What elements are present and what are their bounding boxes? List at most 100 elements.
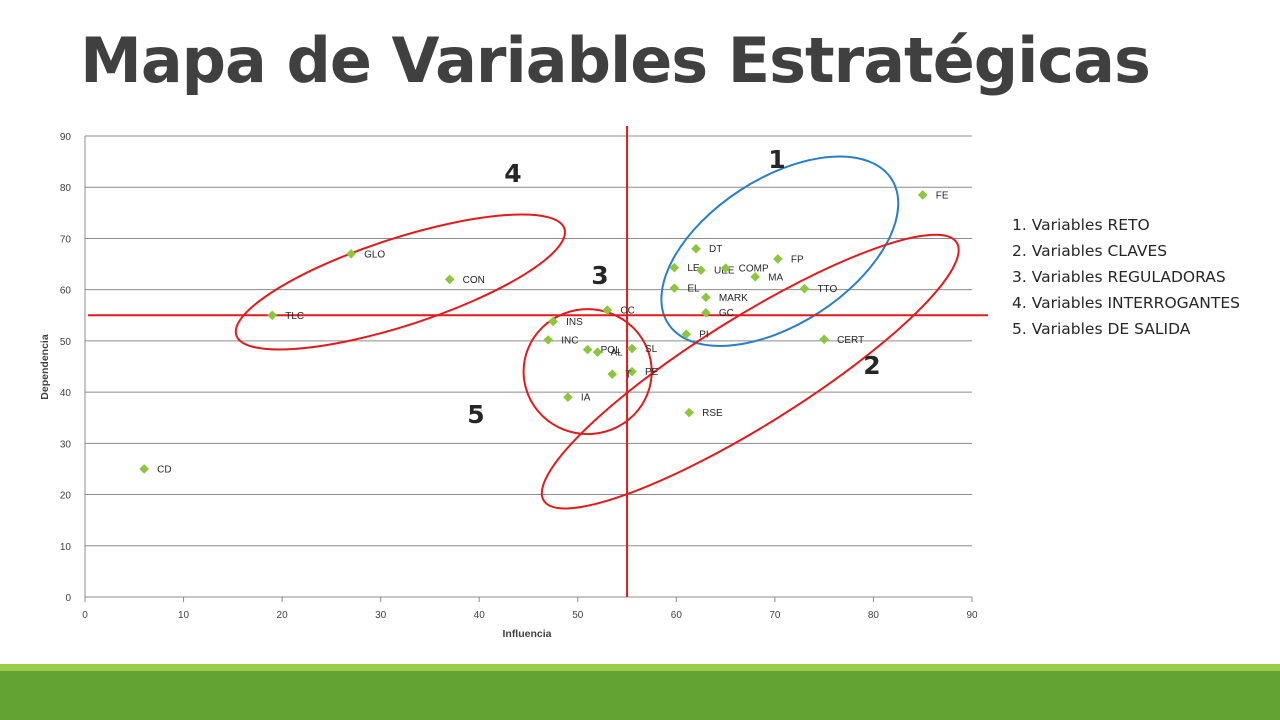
x-axis-label: Influencia [502,628,551,640]
data-point-el [669,283,680,293]
x-tick-label: 10 [178,610,190,621]
data-label-glo: GLO [364,249,385,260]
data-label-fp: FP [791,254,804,265]
y-tick-label: 60 [60,286,72,297]
data-point-ma [750,272,760,282]
reference-lines [88,126,988,597]
data-point-comp [720,263,731,273]
group-ellipse-5 [522,308,653,436]
data-point-fe [917,190,928,200]
legend-item-reto: 1. Variables RETO [1012,216,1150,234]
data-label-le: LE [687,263,700,274]
data-point-tto [799,283,810,294]
data-label-t: T [625,370,631,381]
data-point-fp [773,254,783,264]
group-label-3: 3 [591,261,608,290]
data-point-cc [602,305,613,315]
y-tick-label: 40 [60,388,72,399]
data-point-con [444,274,455,285]
data-point-le [669,262,680,273]
quadrant-legend: 1. Variables RETO 2. Variables CLAVES 3.… [1012,212,1240,342]
data-label-pe: PE [645,367,659,378]
data-point-ins [548,316,558,327]
y-tick-label: 50 [60,337,72,348]
data-label-ins: INS [566,317,583,328]
group-ellipse-2 [540,233,960,510]
data-point-dt [691,243,701,254]
y-tick-label: 30 [60,439,72,450]
data-label-mark: MARK [719,293,748,304]
data-point-glo [346,249,356,259]
y-tick-label: 90 [60,132,72,143]
x-tick-label: 20 [277,610,289,621]
legend-item-salida: 5. Variables DE SALIDA [1012,320,1191,338]
data-label-cert: CERT [837,335,864,346]
data-label-cd: CD [157,464,171,475]
data-point-pol [582,344,593,355]
group-ellipses [234,155,960,510]
y-tick-label: 20 [60,491,72,502]
page-title: Mapa de Variables Estratégicas [80,24,1151,97]
chart-axes: Influencia Dependencia [39,334,552,640]
footer-accent-stripe [0,664,1280,671]
data-label-dt: DT [709,244,722,255]
data-label-ma: MA [768,272,783,283]
data-label-con: CON [463,275,485,286]
group-ellipse-4 [234,213,566,351]
data-label-ia: IA [581,393,591,404]
data-label-sl: SL [645,344,658,355]
data-point-pi [681,329,691,340]
group-label-5: 5 [467,400,484,429]
x-tick-label: 40 [474,610,486,621]
group-label-4: 4 [504,159,521,188]
data-point-cert [819,334,829,345]
data-label-inc: INC [561,335,578,346]
data-point-rse [684,407,694,418]
chart-grid: 0 10 20 30 40 50 60 70 80 90 0 10 20 30 40 50 60 70 80 90 [60,132,978,621]
data-label-tto: TTO [817,284,837,295]
data-point-mark [701,292,711,303]
data-point-al [592,347,603,357]
legend-item-interrogantes: 4. Variables INTERROGANTES [1012,294,1240,312]
y-tick-label: 10 [60,542,72,553]
strategic-variables-chart: 0 10 20 30 40 50 60 70 80 90 0 10 20 30 40 50 60 70 80 90 I… [39,126,988,640]
data-label-tlc: TLC [285,311,304,322]
data-point-t [607,369,618,379]
y-tick-label: 70 [60,234,72,245]
data-label-rse: RSE [702,408,723,419]
data-label-pi: PI [699,330,708,341]
x-tick-label: 70 [769,610,781,621]
data-label-al: AL [610,348,623,359]
data-label-pol: POL [601,345,621,356]
x-tick-label: 50 [572,610,584,621]
data-point-tlc [267,310,278,321]
x-tick-label: 90 [966,610,978,621]
data-point-cd [139,464,149,474]
data-point-ia [563,392,573,403]
data-point-inc [543,335,554,345]
y-tick-label: 0 [65,593,71,604]
data-label-fe: FE [936,190,949,201]
x-tick-label: 0 [82,610,88,621]
data-points: FEDTFPLEUEECOMPMAELTTOMARKGCCCPICERTGLOC… [139,190,949,475]
data-point-sl [627,343,637,354]
y-tick-label: 80 [60,183,72,194]
data-label-cc: CC [620,306,634,317]
y-axis-label: Dependencia [39,334,51,400]
data-label-el: EL [687,284,700,295]
group-ellipse-1 [660,155,900,347]
legend-item-reguladoras: 3. Variables REGULADORAS [1012,268,1226,286]
x-tick-label: 80 [868,610,880,621]
x-tick-label: 60 [671,610,683,621]
group-label-2: 2 [863,351,880,380]
data-point-pe [627,366,637,377]
data-point-gc [701,307,711,318]
x-tick-label: 30 [375,610,387,621]
data-label-gc: GC [719,308,734,319]
legend-item-claves: 2. Variables CLAVES [1012,242,1168,260]
data-label-comp: COMP [739,264,769,275]
data-point-uee [696,265,706,276]
group-label-1: 1 [768,145,785,174]
footer-band [0,671,1280,720]
group-labels: 1 2 3 4 5 [467,145,880,429]
